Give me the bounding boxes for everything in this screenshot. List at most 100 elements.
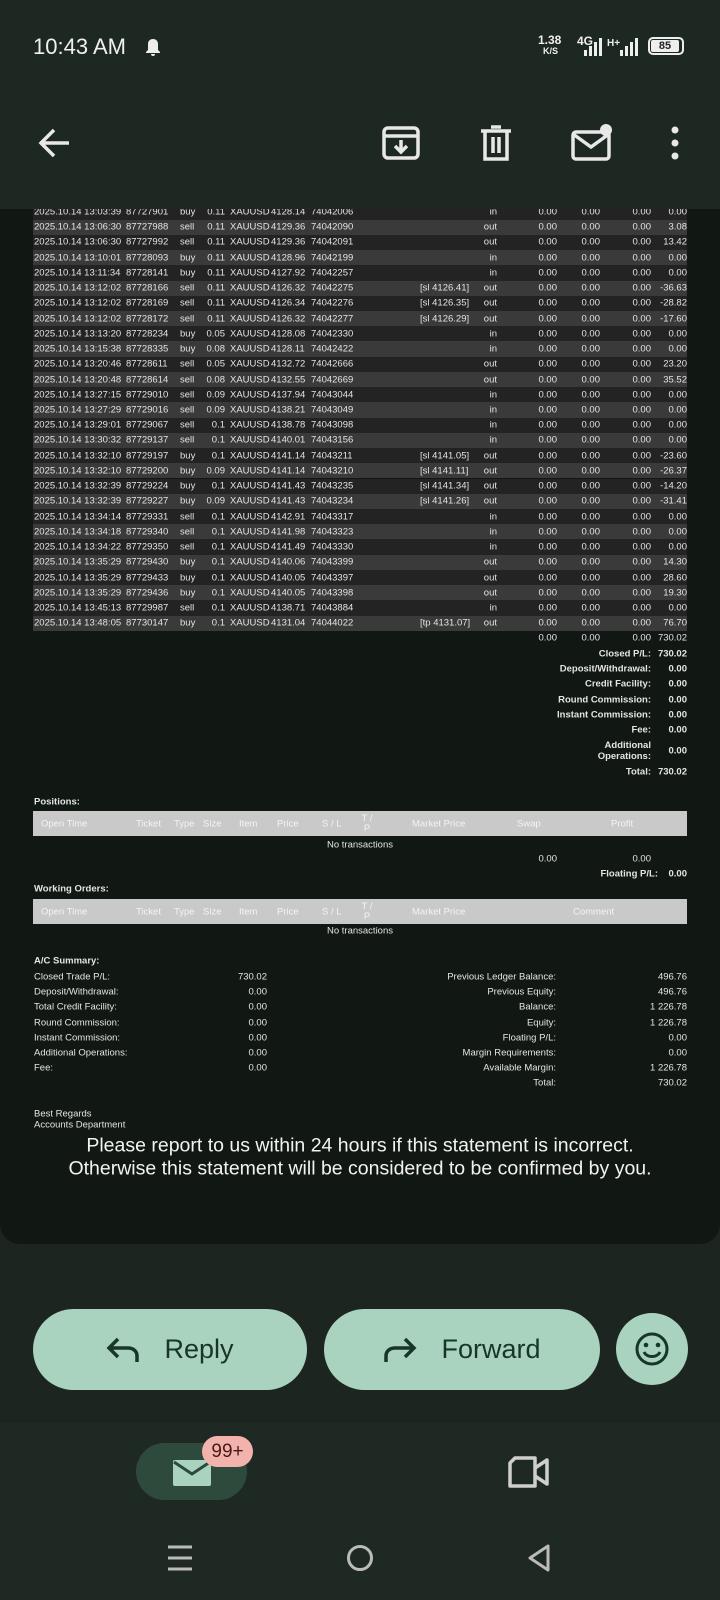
deal-swap: 0.00	[632, 511, 652, 523]
deal-commission: 0.00	[538, 434, 558, 446]
deal-direction: out	[483, 587, 497, 599]
deal-ticket: 87729224	[126, 480, 169, 492]
table-row	[33, 478, 687, 494]
deal-direction: in	[489, 404, 497, 416]
forward-label: Forward	[441, 1334, 541, 1364]
deal-order: 74042669	[311, 374, 354, 386]
deal-commission: 0.00	[538, 526, 558, 538]
deal-fee: 0.00	[581, 404, 601, 416]
deal-order: 74042330	[311, 328, 354, 340]
deal-order: 74043234	[311, 495, 354, 507]
table-row	[33, 341, 687, 357]
ac-value: 0.00	[248, 1001, 268, 1013]
delete-button[interactable]	[478, 124, 514, 162]
table-row	[33, 600, 687, 616]
position-total: 0.00	[632, 853, 652, 865]
deal-profit: 0.00	[668, 252, 688, 264]
column-header: Ticket	[136, 906, 161, 917]
deal-type: buy	[180, 328, 196, 340]
mark-unread-button[interactable]	[570, 122, 616, 162]
deal-fee: 0.00	[581, 236, 601, 248]
deal-direction: in	[489, 419, 497, 431]
deal-time: 2025.10.14 13:06:30	[34, 236, 122, 248]
ac-label: Previous Equity:	[487, 986, 556, 998]
deal-volume: 0.11	[207, 252, 225, 264]
nav-back-button[interactable]	[526, 1543, 552, 1573]
deal-swap: 0.00	[632, 434, 652, 446]
recents-button[interactable]	[166, 1543, 194, 1573]
deal-direction: in	[489, 267, 497, 279]
ac-label: Fee:	[34, 1062, 54, 1074]
deal-direction: in	[489, 602, 497, 614]
deal-type: sell	[180, 282, 195, 294]
meet-tab[interactable]	[507, 1455, 551, 1489]
svg-text:H+: H+	[607, 38, 620, 49]
ac-value: 0.00	[668, 1032, 688, 1044]
deal-commission: 0.00	[538, 236, 558, 248]
deal-time: 2025.10.14 13:15:38	[34, 343, 122, 355]
deal-order: 74042006	[311, 206, 354, 218]
deal-price: 4138.78	[271, 419, 306, 431]
forward-button[interactable]: Forward	[324, 1309, 600, 1390]
deal-price: 4126.34	[271, 297, 306, 309]
deal-price: 4129.36	[271, 221, 306, 233]
emoji-button[interactable]	[616, 1313, 688, 1385]
deal-order: 74042090	[311, 221, 354, 233]
deal-commission: 0.00	[538, 404, 558, 416]
deal-fee: 0.00	[581, 358, 601, 370]
department: Accounts Department	[34, 1119, 126, 1131]
deal-ticket: 87729197	[126, 450, 169, 462]
column-header: Price	[277, 818, 299, 829]
deal-time: 2025.10.14 13:20:48	[34, 374, 122, 386]
deal-time: 2025.10.14 13:29:01	[34, 419, 122, 431]
deal-type: buy	[180, 206, 196, 218]
deal-symbol: XAUUSD	[230, 267, 270, 279]
deal-commission: 0.00	[538, 297, 558, 309]
more-button[interactable]	[668, 125, 682, 161]
deal-symbol: XAUUSD	[230, 617, 270, 629]
deal-volume: 0.1	[211, 587, 225, 599]
deal-type: buy	[180, 556, 196, 568]
ac-label: Closed Trade P/L:	[34, 971, 111, 983]
back-button[interactable]	[36, 125, 72, 161]
deal-price: 4140.06	[271, 556, 306, 568]
deal-time: 2025.10.14 13:34:14	[34, 511, 122, 523]
battery-level: 85	[651, 40, 679, 52]
deal-profit: 0.00	[668, 343, 688, 355]
deal-symbol: XAUUSD	[230, 206, 270, 218]
deal-direction: in	[489, 328, 497, 340]
deal-type: buy	[180, 343, 196, 355]
column-header: Item	[239, 818, 258, 829]
archive-button[interactable]	[382, 124, 420, 162]
table-row	[33, 219, 687, 235]
column-header: Profit	[611, 818, 634, 829]
deal-profit: 0.00	[668, 328, 688, 340]
reply-button[interactable]: Reply	[33, 1309, 307, 1390]
deal-volume: 0.11	[207, 282, 225, 294]
deal-fee: 0.00	[581, 480, 601, 492]
deal-direction: out	[483, 374, 497, 386]
deal-time: 2025.10.14 13:20:46	[34, 358, 122, 370]
net-speed: 1.38	[538, 33, 562, 47]
deal-volume: 0.1	[211, 541, 225, 553]
column-header: Type	[174, 906, 195, 917]
bottom-nav: 99+	[0, 1423, 720, 1600]
ac-label: Total:	[533, 1077, 556, 1089]
table-row	[33, 250, 687, 266]
deal-price: 4129.36	[271, 236, 306, 248]
deal-volume: 0.1	[211, 480, 225, 492]
deal-direction: out	[483, 236, 497, 248]
ac-label: Available Margin:	[483, 1062, 556, 1074]
battery: 85	[648, 37, 684, 55]
deal-profit: 0.00	[668, 404, 688, 416]
deal-commission: 0.00	[538, 419, 558, 431]
home-button[interactable]	[346, 1544, 374, 1572]
deal-type: buy	[180, 572, 196, 584]
deal-price: 4141.49	[271, 541, 306, 553]
deal-volume: 0.05	[206, 358, 226, 370]
deal-swap: 0.00	[632, 221, 652, 233]
deal-swap: 0.00	[632, 480, 652, 492]
deal-swap: 0.00	[632, 556, 652, 568]
deal-ticket: 87727901	[126, 206, 169, 218]
deal-time: 2025.10.14 13:27:29	[34, 404, 122, 416]
